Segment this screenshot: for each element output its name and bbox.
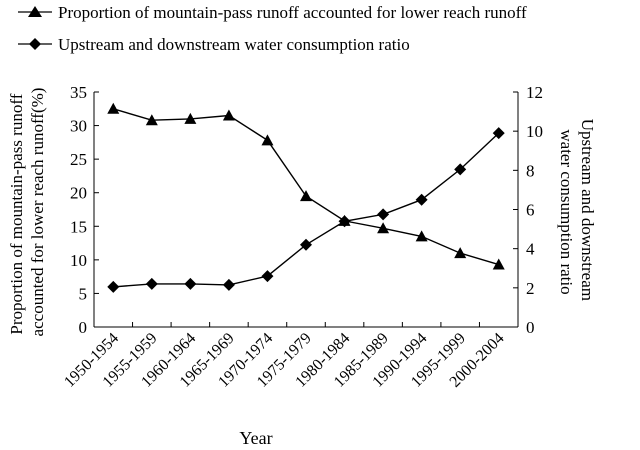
diamond-data-point bbox=[222, 278, 235, 291]
plot-frame bbox=[93, 92, 519, 328]
right-y-tick-label: 8 bbox=[526, 161, 535, 180]
triangle-data-point bbox=[107, 102, 120, 114]
left-y-tick-label: 35 bbox=[70, 83, 87, 102]
legend-entry-consumption: Upstream and downstream water consumptio… bbox=[18, 35, 410, 54]
diamond-data-point bbox=[454, 163, 467, 176]
right-y-ticks: 0 2 4 6 8 10 12 bbox=[513, 83, 543, 337]
left-y-tick-label: 0 bbox=[79, 318, 88, 337]
diamond-data-point bbox=[338, 215, 351, 228]
diamond-data-point bbox=[300, 238, 312, 251]
diamond-data-point bbox=[184, 277, 197, 290]
legend-label-proportion: Proportion of mountain-pass runoff accou… bbox=[58, 3, 527, 22]
triangle-data-point bbox=[377, 222, 390, 234]
diamond-data-point bbox=[377, 208, 390, 221]
triangle-data-point bbox=[300, 190, 312, 202]
right-y-tick-label: 6 bbox=[526, 201, 535, 220]
x-ticks: 1950-19541955-19591960-19641965-19691970… bbox=[61, 322, 519, 391]
right-y-tick-label: 2 bbox=[526, 279, 535, 298]
left-y-ticks: 0 5 10 15 20 25 30 35 bbox=[70, 83, 99, 337]
right-y-tick-label: 0 bbox=[526, 318, 535, 337]
diamond-data-point bbox=[145, 277, 158, 290]
triangle-data-point bbox=[184, 112, 197, 124]
right-y-axis-title: Upstream and downstream water consumptio… bbox=[557, 119, 597, 305]
diamond-marker-icon bbox=[29, 38, 41, 50]
triangle-data-point bbox=[261, 134, 274, 146]
legend-entry-proportion: Proportion of mountain-pass runoff accou… bbox=[18, 3, 527, 22]
diamond-data-point bbox=[492, 127, 505, 140]
left-y-tick-label: 10 bbox=[70, 251, 87, 270]
left-y-axis-title: Proportion of mountain-pass runoff accou… bbox=[7, 88, 47, 337]
right-y-axis-title-line2: water consumption ratio bbox=[557, 129, 576, 294]
right-y-tick-label: 10 bbox=[526, 122, 543, 141]
left-y-tick-label: 30 bbox=[70, 117, 87, 136]
left-y-tick-label: 15 bbox=[70, 217, 87, 236]
series-line-1 bbox=[113, 132, 500, 288]
left-y-axis-title-line1: Proportion of mountain-pass runoff bbox=[7, 93, 26, 334]
left-y-tick-label: 20 bbox=[70, 184, 87, 203]
left-y-axis-title-line2: accounted for lower reach runoff(%) bbox=[28, 88, 47, 337]
triangle-data-point bbox=[222, 109, 235, 121]
triangle-data-point bbox=[415, 230, 428, 242]
triangle-data-point bbox=[454, 247, 467, 259]
triangle-data-point bbox=[145, 114, 158, 126]
right-y-tick-label: 4 bbox=[526, 240, 535, 259]
right-y-tick-label: 12 bbox=[526, 83, 543, 102]
x-axis-title: Year bbox=[239, 428, 272, 448]
legend: Proportion of mountain-pass runoff accou… bbox=[18, 3, 527, 54]
right-y-axis-title-line1: Upstream and downstream bbox=[578, 119, 597, 301]
left-y-tick-label: 5 bbox=[79, 284, 88, 303]
legend-label-consumption: Upstream and downstream water consumptio… bbox=[58, 35, 410, 54]
left-y-tick-label: 25 bbox=[70, 150, 87, 169]
diamond-data-point bbox=[107, 280, 120, 293]
diamond-data-point bbox=[261, 270, 274, 283]
diamond-data-point bbox=[415, 193, 428, 206]
triangle-data-point bbox=[492, 258, 505, 270]
triangle-marker-icon bbox=[28, 6, 42, 17]
series-markers bbox=[107, 102, 505, 293]
